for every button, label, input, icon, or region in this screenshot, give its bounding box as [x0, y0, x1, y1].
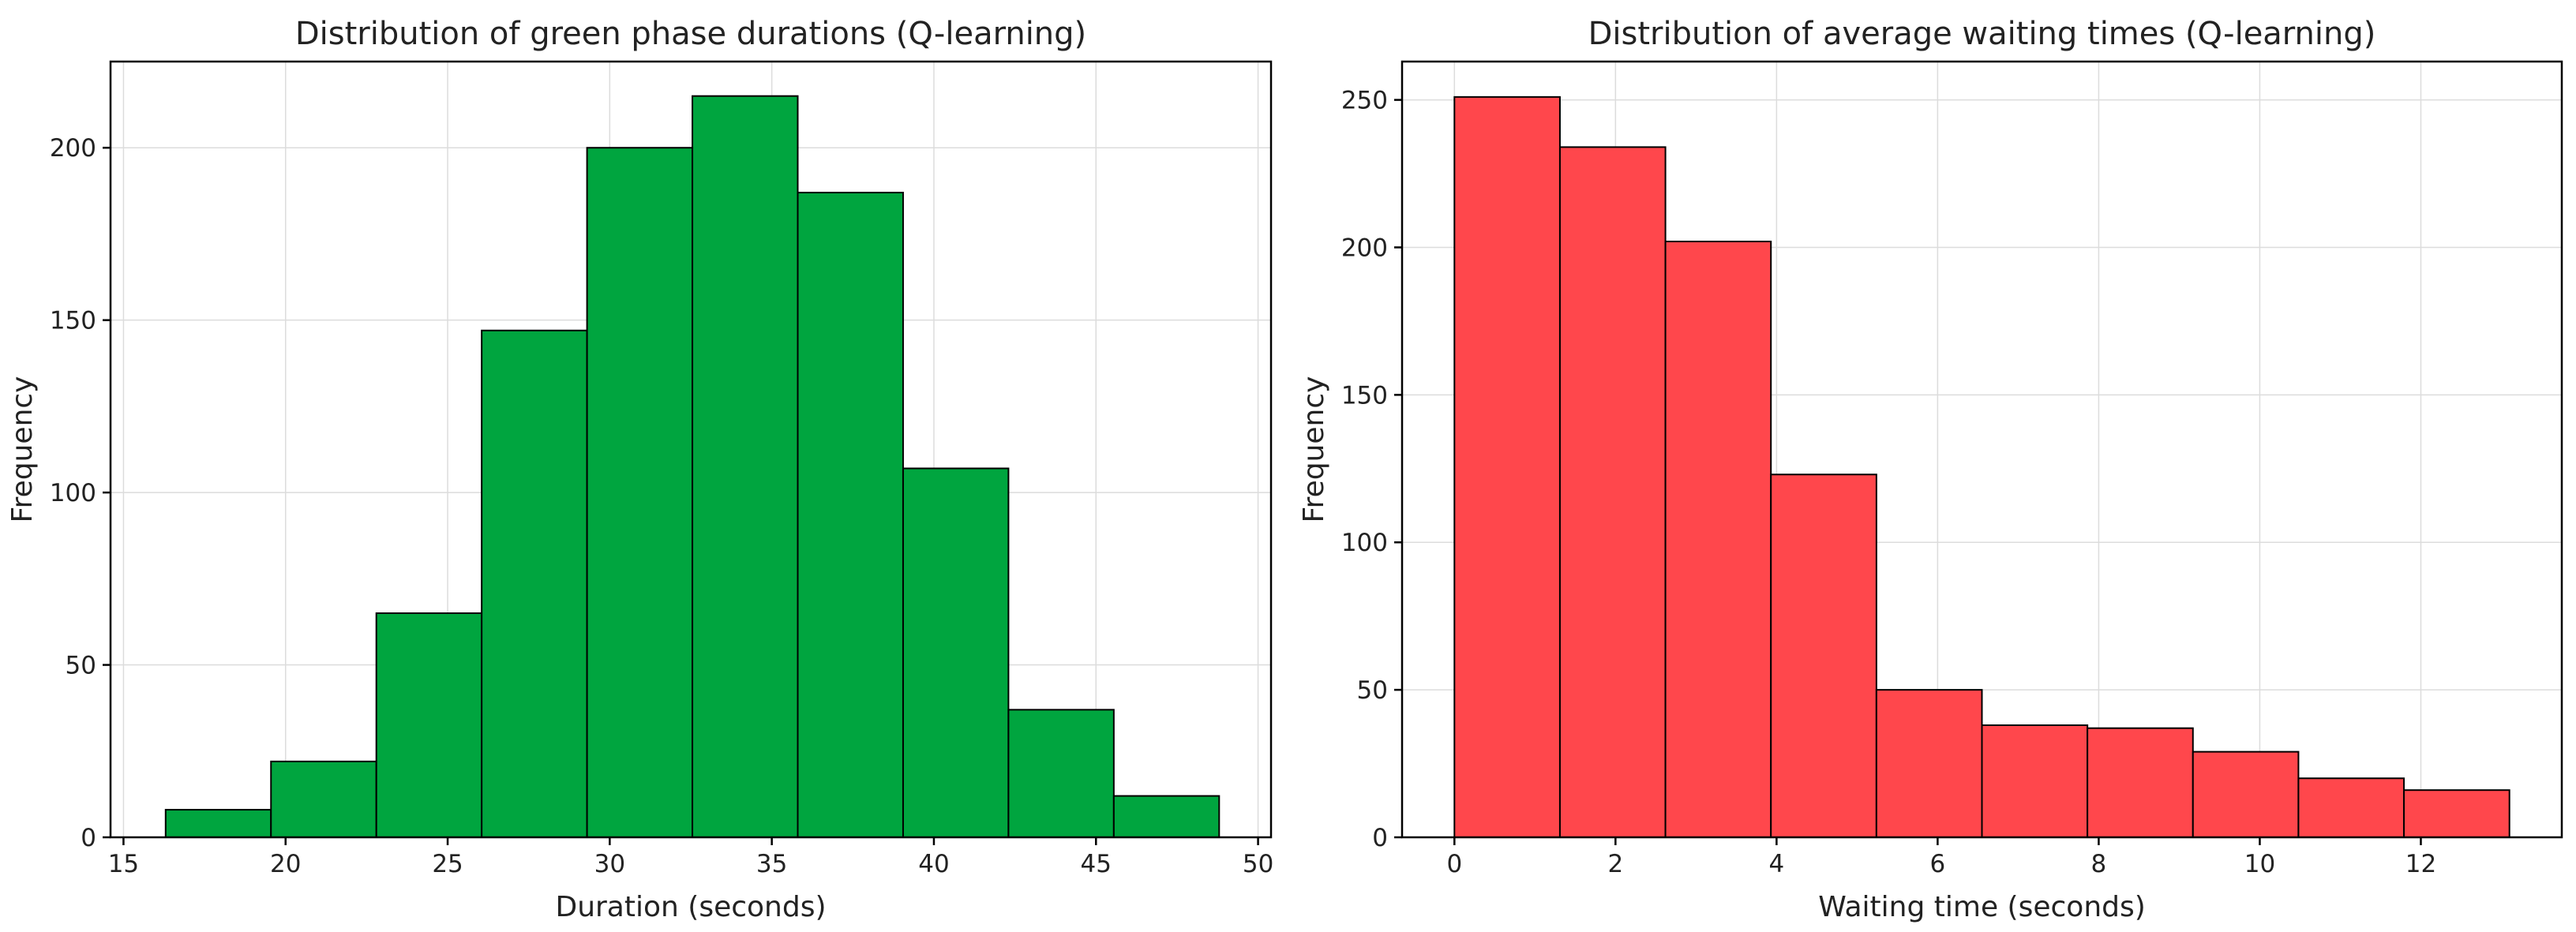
y-tick-label: 100: [50, 479, 96, 507]
histogram-bar: [586, 147, 694, 838]
histogram-bar: [481, 329, 588, 839]
histogram-bar: [797, 192, 904, 839]
x-tick-label: 10: [2244, 850, 2275, 878]
y-tick-label: 100: [1341, 529, 1388, 557]
x-tick-label: 30: [594, 850, 625, 878]
y-tick-label: 50: [66, 652, 96, 680]
y-tick-label: 200: [50, 134, 96, 163]
x-tick-label: 20: [270, 850, 301, 878]
x-tick-label: 45: [1081, 850, 1112, 878]
y-tick-label: 50: [1357, 676, 1388, 705]
x-tick-label: 2: [1607, 850, 1623, 878]
histogram-bar: [164, 809, 272, 838]
histogram-bar: [1007, 709, 1115, 839]
y-tick-label: 250: [1341, 87, 1388, 115]
x-tick-label: 15: [108, 850, 139, 878]
histogram-bar: [1664, 240, 1772, 838]
x-tick-label: 35: [756, 850, 787, 878]
histogram-bar: [1875, 689, 1983, 838]
histogram-bar: [692, 95, 799, 838]
x-tick-label: 6: [1930, 850, 1946, 878]
x-tick-label: 25: [432, 850, 463, 878]
x-tick-label: 8: [2091, 850, 2107, 878]
histogram-green-phase-durations: 15 20 25 30 35 40 45 50 0 50 100 150 200 Distribution…: [6, 16, 1273, 923]
histogram-bar: [2403, 789, 2510, 838]
chart-title: Distribution of green phase durations (Q…: [295, 16, 1086, 52]
x-tick-label: 40: [918, 850, 949, 878]
y-axis-label: Frequency: [1298, 376, 1330, 523]
y-tick-label: 150: [1341, 381, 1388, 410]
x-tick-label: 0: [1446, 850, 1462, 878]
x-axis-label: Waiting time (seconds): [1818, 891, 2146, 923]
x-tick-label: 50: [1243, 850, 1273, 878]
axes-frame: [1400, 60, 2563, 839]
y-tick-label: 200: [1341, 234, 1388, 262]
y-tick-label: 150: [50, 307, 96, 335]
histogram-bar: [375, 612, 483, 838]
x-axis-label: Duration (seconds): [555, 891, 826, 923]
histogram-bar: [1981, 724, 2089, 839]
axes-frame: [109, 60, 1273, 839]
histogram-bar: [1112, 795, 1221, 838]
histogram-bar: [1453, 95, 1561, 839]
histogram-average-waiting-times: 0 2 4 6 8 10 12 0 50 100 150 200 250 Distribution of …: [1298, 16, 2563, 923]
histogram-bar: [2087, 727, 2194, 838]
chart-title: Distribution of average waiting times (Q…: [1588, 16, 2376, 52]
y-tick-label: 0: [81, 824, 96, 852]
histogram-bar: [1558, 146, 1667, 838]
histogram-bar: [902, 467, 1010, 838]
x-tick-label: 12: [2405, 850, 2436, 878]
y-axis-label: Frequency: [6, 376, 39, 523]
x-tick-label: 4: [1768, 850, 1784, 878]
y-tick-label: 0: [1372, 824, 1388, 852]
histogram-bar: [2297, 777, 2405, 838]
histogram-bar: [1770, 473, 1877, 838]
histogram-bar: [2192, 750, 2300, 838]
histogram-bar: [270, 760, 377, 839]
